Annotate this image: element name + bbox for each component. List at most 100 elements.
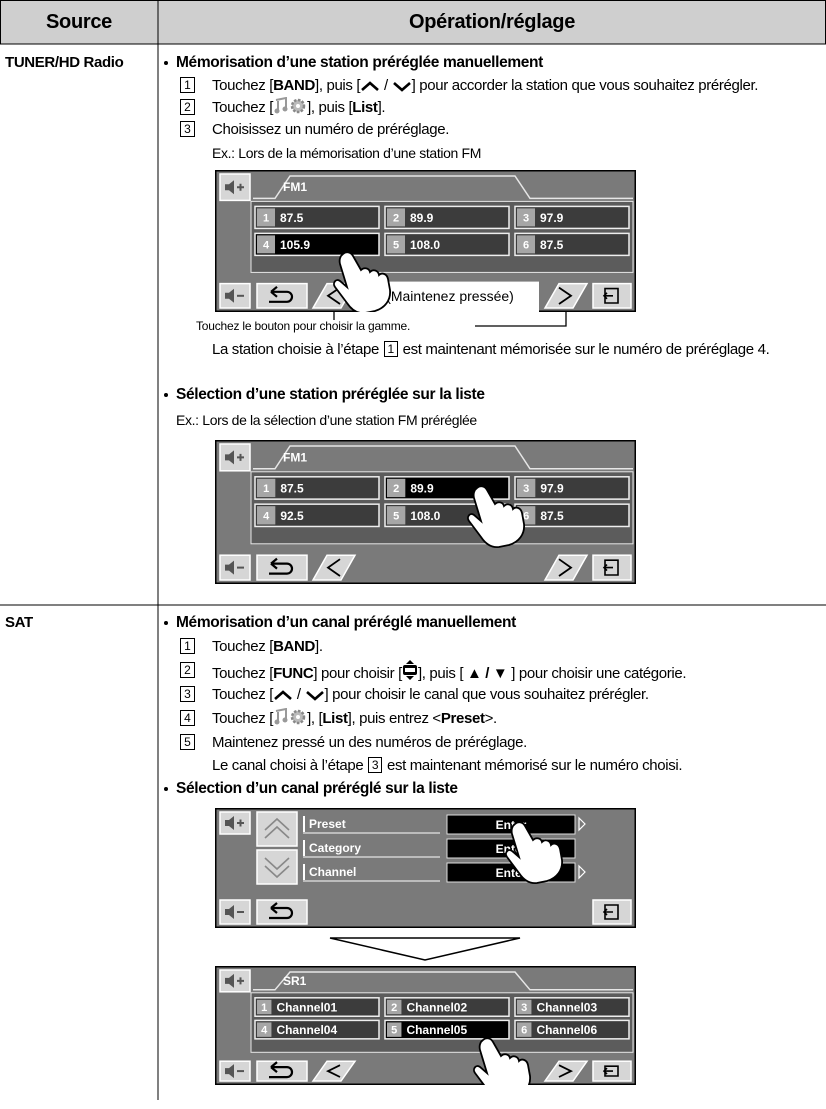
step-number: 4 (180, 710, 195, 726)
preset-label: 87.5 (280, 211, 304, 225)
preset-number: 4 (263, 510, 270, 522)
bold-text: ▲ / ▼ (466, 665, 508, 682)
preset-number-box (257, 506, 276, 525)
volume-down-button (219, 282, 251, 309)
text: Touchez [ (212, 686, 274, 703)
preset-cell (514, 205, 630, 230)
speaker-icon (225, 288, 234, 303)
text: ], [ (307, 710, 323, 727)
hand (467, 485, 525, 549)
text: / (380, 77, 392, 94)
preset-label: Channel03 (536, 1001, 597, 1015)
preset-number-box (517, 1022, 532, 1037)
text: >. (484, 710, 498, 727)
next-icon (558, 286, 573, 305)
preset-label: Channel05 (406, 1023, 467, 1037)
preset-cell (514, 997, 630, 1017)
step-text: Touchez [BAND]. (212, 636, 822, 657)
preset-label: Channel04 (276, 1023, 337, 1037)
preset-number-box (257, 1022, 272, 1037)
step-number: 3 (180, 686, 195, 702)
result-text: La station choisie à l’étape 1 est maint… (212, 339, 824, 360)
preset-cell (254, 997, 380, 1017)
preset-number-box (387, 506, 406, 525)
header-bar (0, 0, 826, 45)
example: Ex.: Lors de la mémorisation d’une stati… (212, 145, 482, 161)
text: ] pour choisir [ (313, 665, 402, 682)
speaker-sign (237, 183, 244, 191)
volume-down-button (219, 1060, 251, 1082)
step-text: Touchez [FUNC] pour choisir [], puis [ ▲… (212, 660, 822, 686)
volume-down-button (219, 554, 251, 581)
icon (273, 686, 293, 707)
screen: FM1 1 87.5 2 89.9 3 97.9 4 105.9 5 108.0 6 87.5 (Main… (215, 170, 636, 312)
header-source: Source (45, 11, 112, 33)
exit-button (592, 554, 632, 581)
exit-icon (602, 1065, 619, 1077)
section-title: Mémorisation d’une station préréglée man… (176, 54, 543, 71)
bold-text: BAND (273, 77, 315, 94)
music-gear-icon (274, 707, 306, 725)
preset-cell (514, 232, 630, 257)
scroll-up-button (256, 811, 298, 847)
volume-up-button (219, 969, 251, 993)
header-operation: Opération/réglage (408, 11, 576, 33)
section-title: Sélection d’une station préréglée sur la… (176, 386, 485, 403)
bullet (164, 621, 168, 625)
source-label: SAT (5, 614, 33, 631)
preset-label: 87.5 (280, 481, 304, 495)
music-gear-icon (274, 96, 306, 114)
chevron-down-icon (392, 82, 411, 92)
menu-label: Channel (309, 865, 356, 879)
text: ], puis [ (307, 99, 353, 116)
speaker-icon (225, 905, 234, 919)
prev-button (311, 554, 357, 581)
preset-number: 3 (523, 483, 529, 495)
step-text: Maintenez pressé un des numéros de préré… (212, 732, 822, 753)
preset-label: Channel02 (406, 1001, 467, 1015)
step-text: Touchez [], puis [List]. (212, 96, 822, 120)
screen: SR1 1 Channel01 2 Channel02 3 Channel03 4 Channe… (215, 966, 636, 1085)
step-number: 1 (180, 77, 195, 93)
preset-label: Channel01 (276, 1001, 337, 1015)
step-reference: 1 (383, 341, 398, 357)
bold-text: List (322, 710, 348, 727)
callout: (Maintenez pressée) (386, 288, 514, 304)
band-tab (253, 445, 633, 470)
prev-button (311, 1060, 357, 1082)
bullet (164, 393, 168, 397)
bullet (164, 787, 168, 791)
preset-number: 6 (521, 1025, 527, 1037)
preset-number: 6 (523, 239, 529, 251)
preset-number-box (257, 235, 276, 254)
step-reference: 3 (368, 757, 383, 773)
preset-label: 87.5 (540, 509, 564, 523)
text: / (293, 686, 305, 703)
preset-number-box (517, 478, 536, 498)
preset-cell (514, 1019, 630, 1040)
back-icon (269, 557, 294, 575)
preset-label: 108.0 (410, 238, 440, 252)
volume-down-button (219, 899, 251, 925)
next-button (543, 282, 589, 309)
preset-label: 97.9 (540, 211, 564, 225)
speaker-sign (237, 977, 244, 985)
row-arrow (578, 816, 586, 832)
preset-number: 1 (261, 1002, 267, 1014)
preset-number: 2 (393, 483, 399, 495)
icon (273, 96, 307, 120)
speaker-icon (225, 1064, 234, 1079)
text: ] pour choisir une catégorie. (507, 665, 687, 682)
text: ] pour choisir le canal que vous souhait… (324, 686, 650, 703)
preset-number-box (387, 478, 406, 498)
example: Ex.: Lors de la sélection d’une station … (176, 412, 477, 428)
preset-number: 5 (393, 239, 399, 251)
menu-row-marker (303, 864, 305, 880)
text: Touchez [ (212, 99, 274, 116)
preset-cell (384, 205, 510, 230)
text: ]. (377, 99, 386, 116)
text: Maintenez pressé un des numéros de préré… (212, 734, 527, 751)
callout-box (361, 281, 539, 312)
